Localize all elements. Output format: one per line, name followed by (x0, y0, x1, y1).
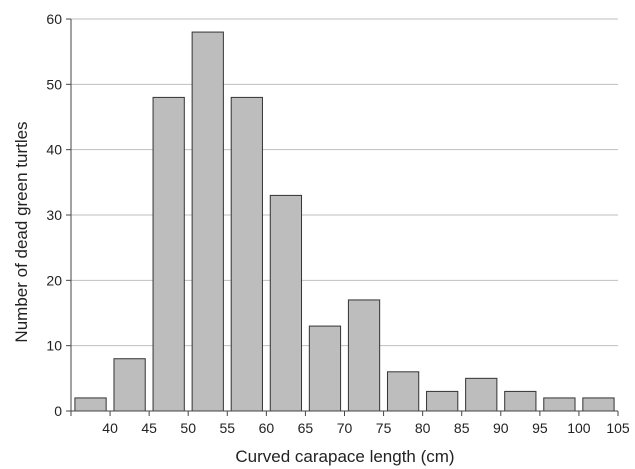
x-tick-label: 55 (219, 420, 235, 436)
x-tick-label: 75 (376, 420, 392, 436)
y-axis-title: Number of dead green turtles (12, 121, 31, 342)
y-tick-label: 50 (46, 76, 62, 92)
x-tick-label: 90 (493, 420, 509, 436)
y-tick-label: 60 (46, 11, 62, 27)
y-tick-label: 0 (54, 403, 62, 419)
bars (74, 31, 615, 412)
histogram-bar (230, 96, 263, 412)
histogram-bar (74, 397, 107, 412)
x-axis-title: Curved carapace length (cm) (235, 447, 454, 466)
x-tick-label: 65 (298, 420, 314, 436)
histogram-bar (191, 31, 224, 412)
x-tick-label: 70 (337, 420, 353, 436)
histogram-bar (152, 96, 185, 412)
x-tick-label: 80 (415, 420, 431, 436)
x-tick-label: 40 (102, 420, 118, 436)
y-tick-label: 40 (46, 142, 62, 158)
histogram-bar (347, 299, 381, 412)
histogram-bar (465, 377, 498, 412)
x-tick-label: 85 (454, 420, 470, 436)
x-ticks: 40 45 50 55 60 65 70 75 80 85 90 95 100 105 (70, 411, 630, 436)
y-tick-label: 30 (46, 207, 62, 223)
histogram-bar (543, 397, 576, 412)
x-tick-label: 95 (532, 420, 548, 436)
histogram-bar (386, 371, 420, 412)
y-tick-label: 10 (46, 338, 62, 354)
y-tick-label: 20 (46, 272, 62, 288)
histogram-bar (269, 194, 303, 412)
x-tick-label: 45 (141, 420, 157, 436)
histogram-bar (582, 397, 615, 412)
histogram-bar (113, 358, 146, 412)
histogram-bar (426, 390, 459, 412)
histogram-bar (504, 390, 537, 412)
x-tick-label: 50 (180, 420, 196, 436)
x-tick-label: 100 (567, 420, 591, 436)
y-ticks: 0 10 20 30 40 50 60 (46, 11, 71, 419)
x-tick-label: 105 (606, 420, 630, 436)
histogram-bar (308, 325, 342, 412)
x-tick-label: 60 (259, 420, 275, 436)
